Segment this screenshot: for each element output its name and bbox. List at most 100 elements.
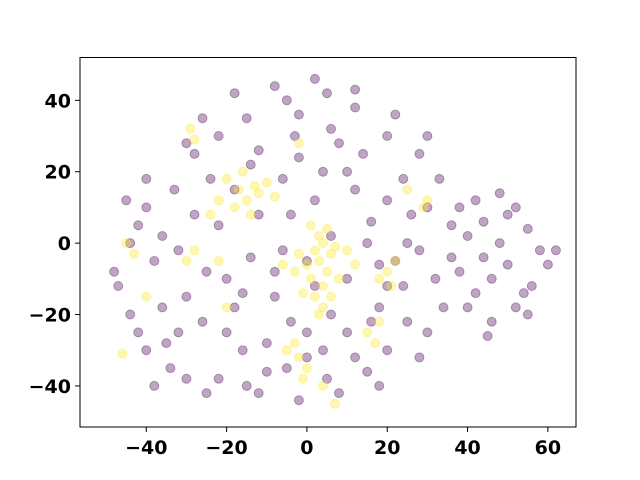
x-tick-label: −20: [205, 437, 247, 459]
data-point-class-1: [318, 302, 328, 313]
data-point-class-0: [277, 173, 288, 184]
data-point-class-0: [189, 148, 200, 159]
data-point-class-0: [326, 231, 336, 241]
data-point-class-1: [121, 238, 132, 249]
data-point-class-0: [374, 259, 385, 270]
data-point-class-0: [382, 281, 393, 291]
data-point-class-1: [370, 338, 381, 349]
data-point-class-0: [454, 202, 465, 213]
data-point-class-1: [318, 380, 328, 391]
data-point-class-1: [189, 134, 200, 145]
data-point-class-0: [390, 109, 401, 120]
data-point-class-0: [374, 302, 385, 313]
data-point-class-0: [494, 238, 505, 249]
data-point-class-0: [462, 231, 473, 241]
data-point-class-0: [446, 252, 457, 263]
data-point-class-0: [229, 184, 240, 195]
data-point-class-0: [241, 380, 252, 391]
data-point-class-0: [245, 252, 256, 263]
data-point-class-1: [293, 248, 304, 259]
data-point-class-0: [402, 238, 413, 249]
data-point-class-1: [181, 256, 192, 266]
data-point-class-1: [253, 188, 264, 199]
data-point-class-0: [366, 316, 377, 327]
data-point-class-0: [165, 363, 176, 374]
y-tick-label: 0: [58, 233, 71, 255]
data-point-class-0: [125, 309, 136, 320]
data-point-class-0: [141, 173, 152, 184]
data-point-class-0: [382, 345, 393, 356]
data-point-class-1: [297, 373, 308, 384]
data-point-class-1: [390, 256, 401, 266]
data-point-class-1: [249, 181, 260, 191]
x-tick-label: 0: [300, 437, 313, 459]
data-point-class-1: [141, 291, 152, 302]
data-point-class-0: [269, 291, 280, 302]
x-tick-label: 60: [535, 437, 561, 459]
data-point-class-0: [398, 173, 409, 184]
x-tick-label: 40: [454, 437, 480, 459]
data-point-class-0: [522, 309, 533, 320]
data-point-class-0: [285, 209, 296, 220]
data-point-class-0: [322, 88, 332, 99]
data-point-class-0: [205, 173, 216, 184]
data-point-class-0: [261, 366, 272, 377]
data-point-class-1: [418, 202, 429, 213]
data-point-class-1: [289, 266, 300, 277]
data-point-class-0: [398, 281, 409, 291]
data-point-class-0: [213, 220, 224, 231]
x-tick-label: −40: [125, 437, 167, 459]
data-point-class-0: [173, 245, 184, 256]
data-point-class-1: [301, 259, 312, 270]
data-point-class-0: [478, 252, 489, 263]
data-point-class-1: [297, 288, 308, 299]
data-point-class-0: [121, 195, 132, 206]
data-point-class-1: [342, 245, 353, 256]
data-point-class-0: [149, 380, 160, 391]
data-point-class-0: [342, 327, 353, 338]
data-point-class-0: [293, 395, 304, 406]
data-point-class-0: [113, 281, 124, 291]
data-point-class-0: [518, 288, 529, 299]
data-point-class-1: [330, 241, 340, 252]
data-point-class-0: [309, 281, 320, 291]
data-point-class-1: [293, 138, 304, 149]
data-point-class-0: [301, 352, 312, 363]
data-point-class-0: [350, 184, 361, 195]
data-point-class-0: [322, 373, 332, 384]
data-point-class-0: [326, 309, 336, 320]
data-point-class-0: [181, 138, 192, 149]
data-point-class-0: [245, 159, 256, 170]
data-point-class-1: [221, 173, 232, 184]
data-point-class-0: [213, 131, 224, 141]
data-point-class-1: [309, 245, 320, 256]
data-point-class-1: [314, 256, 324, 266]
data-point-class-0: [350, 102, 361, 113]
data-point-class-0: [181, 373, 192, 384]
data-point-class-0: [510, 302, 521, 313]
data-point-class-1: [350, 259, 361, 270]
data-point-class-0: [141, 345, 152, 356]
y-tick-label: 40: [45, 90, 71, 112]
data-point-class-1: [305, 220, 316, 231]
data-point-class-0: [309, 73, 320, 84]
data-point-class-1: [330, 398, 340, 409]
data-point-class-0: [241, 113, 252, 124]
data-point-class-0: [522, 223, 533, 234]
data-point-class-0: [406, 209, 417, 220]
data-point-class-0: [334, 138, 344, 149]
data-point-class-0: [109, 266, 120, 277]
data-point-class-0: [149, 256, 160, 266]
data-point-class-0: [253, 209, 264, 220]
data-point-class-0: [157, 302, 168, 313]
data-point-class-1: [229, 202, 240, 213]
data-point-class-1: [289, 338, 300, 349]
data-point-class-0: [201, 388, 212, 399]
data-point-class-0: [141, 202, 152, 213]
data-point-class-0: [261, 338, 272, 349]
data-point-class-0: [253, 388, 264, 399]
data-point-class-0: [422, 131, 433, 141]
data-point-class-1: [305, 273, 316, 284]
data-point-class-1: [314, 309, 324, 320]
